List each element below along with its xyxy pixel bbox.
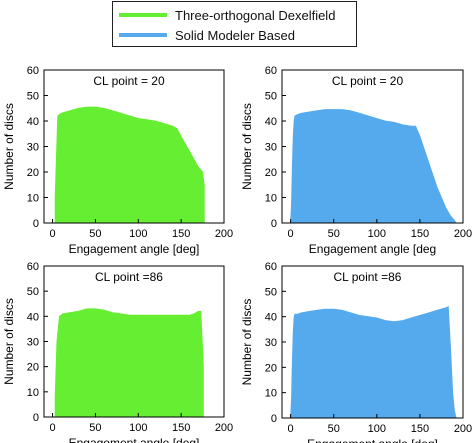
legend-item-solid-modeler: Solid Modeler Based xyxy=(119,25,295,45)
annotation-label: CL point =86 xyxy=(334,270,402,284)
x-tick-label: 150 xyxy=(411,423,429,435)
x-tick-label: 50 xyxy=(89,228,101,240)
y-tick-label: 10 xyxy=(27,193,39,205)
area-series xyxy=(54,106,205,224)
legend-swatch-green xyxy=(119,13,167,17)
y-tick-label: 0 xyxy=(33,218,39,230)
x-tick-label: 0 xyxy=(50,422,56,434)
y-tick-label: 20 xyxy=(27,167,39,179)
x-tick-label: 200 xyxy=(454,228,472,240)
x-axis-label: Engagement angle [deg xyxy=(309,242,436,256)
y-tick-label: 10 xyxy=(265,193,277,205)
x-tick-label: 200 xyxy=(454,423,472,435)
y-tick-label: 60 xyxy=(265,261,277,273)
y-tick-label: 10 xyxy=(27,387,39,399)
y-tick-label: 20 xyxy=(265,362,277,374)
y-tick-label: 50 xyxy=(27,286,39,298)
x-tick-label: 150 xyxy=(411,228,429,240)
area-series xyxy=(290,305,457,419)
y-tick-label: 30 xyxy=(265,337,277,349)
x-tick-label: 0 xyxy=(288,423,294,435)
x-tick-label: 150 xyxy=(172,228,190,240)
y-tick-label: 40 xyxy=(27,116,39,128)
y-axis-label: Number of discs xyxy=(240,103,254,190)
x-axis-label: Engagement angle [deg] xyxy=(69,242,200,256)
x-tick-label: 200 xyxy=(215,422,233,434)
x-tick-label: 200 xyxy=(215,228,233,240)
x-tick-label: 50 xyxy=(328,423,340,435)
annotation-label: CL point = 20 xyxy=(332,74,404,88)
y-tick-label: 20 xyxy=(27,362,39,374)
x-tick-label: 150 xyxy=(172,422,190,434)
y-axis-label: Number of discs xyxy=(2,298,16,385)
x-tick-label: 0 xyxy=(50,228,56,240)
y-tick-label: 50 xyxy=(27,91,39,103)
y-axis-label: Number of discs xyxy=(240,299,254,386)
x-axis-label: Engagement angle [deg] xyxy=(307,437,438,443)
y-tick-label: 60 xyxy=(265,65,277,77)
x-axis-label: Engagement angle [deg] xyxy=(69,436,200,443)
chart-panel-1: 0 10 20 30 40 50 60 0 50 100 150 200 CL point = 20 En… xyxy=(2,65,233,256)
y-tick-label: 50 xyxy=(265,91,277,103)
legend-swatch-blue xyxy=(119,33,167,37)
area-series xyxy=(54,308,204,418)
y-tick-label: 50 xyxy=(265,286,277,298)
y-tick-label: 60 xyxy=(27,65,39,77)
y-tick-label: 0 xyxy=(271,413,277,425)
y-tick-label: 30 xyxy=(265,142,277,154)
legend: Three-orthogonal Dexelfield Solid Modele… xyxy=(112,1,357,47)
y-tick-label: 0 xyxy=(271,218,277,230)
legend-item-dexelfield: Three-orthogonal Dexelfield xyxy=(119,5,335,25)
y-tick-label: 40 xyxy=(265,312,277,324)
x-tick-label: 50 xyxy=(328,228,340,240)
y-tick-label: 30 xyxy=(27,337,39,349)
annotation-label: CL point = 20 xyxy=(93,74,165,88)
x-tick-label: 100 xyxy=(129,228,147,240)
legend-label-dexelfield: Three-orthogonal Dexelfield xyxy=(175,7,336,23)
y-tick-label: 60 xyxy=(27,261,39,273)
y-tick-label: 40 xyxy=(265,116,277,128)
x-tick-label: 50 xyxy=(89,422,101,434)
annotation-label: CL point =86 xyxy=(95,270,163,284)
chart-panel-2: 0 10 20 30 40 50 60 0 50 100 150 200 CL point = 20 En… xyxy=(240,65,472,256)
y-axis-label: Number of discs xyxy=(2,103,16,190)
y-tick-label: 20 xyxy=(265,167,277,179)
y-tick-label: 0 xyxy=(33,412,39,424)
y-tick-label: 10 xyxy=(265,388,277,400)
legend-label-solid-modeler: Solid Modeler Based xyxy=(175,27,295,43)
x-tick-label: 100 xyxy=(368,228,386,240)
area-series xyxy=(290,109,457,224)
y-tick-label: 40 xyxy=(27,311,39,323)
chart-panel-3: 0 10 20 30 40 50 60 0 50 100 150 200 CL point =86 Eng… xyxy=(2,261,233,443)
x-tick-label: 100 xyxy=(368,423,386,435)
x-tick-label: 0 xyxy=(288,228,294,240)
y-tick-label: 30 xyxy=(27,142,39,154)
chart-panel-4: 0 10 20 30 40 50 60 0 50 100 150 200 CL point =86 Eng… xyxy=(240,261,472,443)
x-tick-label: 100 xyxy=(129,422,147,434)
